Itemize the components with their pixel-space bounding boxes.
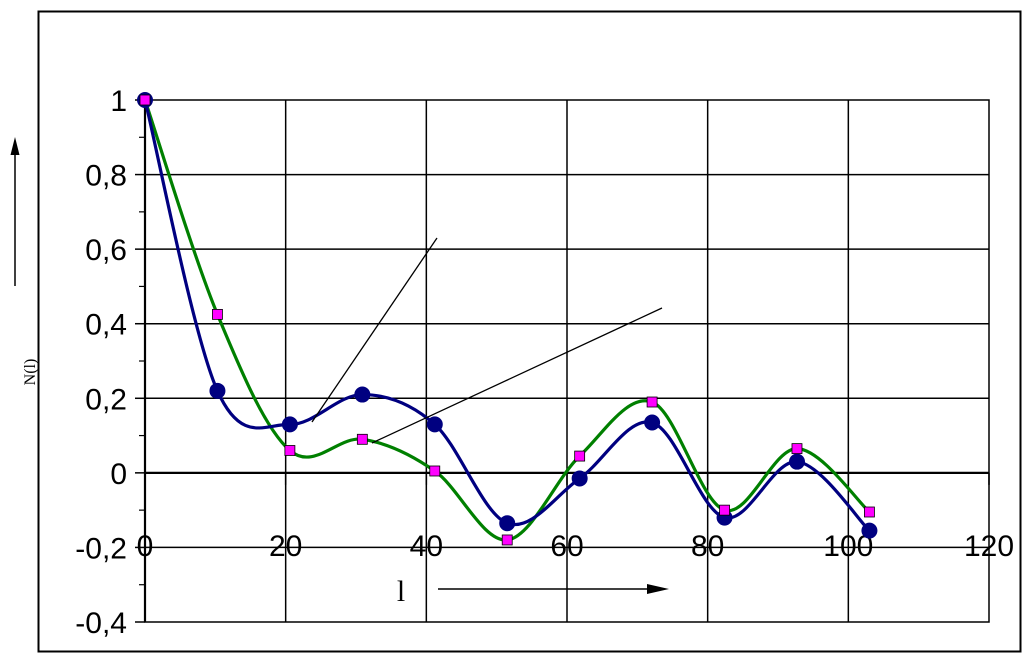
y-tick-label: -0,4 [75,607,127,640]
data-point-series-2 [719,504,730,516]
x-tick-label: 20 [269,530,302,563]
x-tick-label: 120 [964,530,1014,563]
data-point-series-2 [791,443,803,455]
data-point-series-2 [646,396,658,408]
series-line-1 [143,99,871,532]
annotation-line-1 [311,237,438,423]
data-point-series-2 [212,308,223,320]
data-point-series-1 [788,453,805,470]
data-point-series-1 [499,515,516,532]
y-tick-label: 1 [110,85,127,118]
data-point-series-1 [281,416,298,433]
data-point-series-2 [429,465,441,477]
y-tick-labels: -0,4 -0,2 0 0,2 0,4 0,6 0,8 1 [75,85,127,640]
gridlines [144,99,990,623]
data-point-series-1 [354,386,371,403]
x-axis-arrow-head [647,584,669,594]
data-point-series-1 [571,470,588,487]
annotation-leaders [311,237,663,444]
y-tick-label: 0 [110,458,127,491]
y-axis-title: N(l) [22,359,39,386]
x-tick-label: 40 [410,530,443,563]
data-point-series-1 [209,382,226,399]
x-tick-label: 80 [691,530,724,563]
y-tick-label: 0,2 [85,383,127,416]
series-line-2 [143,99,871,542]
x-tick-label: 60 [550,530,583,563]
y-axis-arrow-head [10,137,20,155]
series [137,92,878,546]
data-point-series-2 [139,94,151,106]
y-tick-label: 0,4 [85,309,127,342]
outer-frame [37,10,1022,653]
y-axis-title-group: N(l) [10,137,39,386]
data-point-series-1 [426,416,443,433]
x-tick-labels: 0 20 40 60 80 100 120 [137,530,1014,563]
x-tick-label: 0 [137,530,154,563]
data-point-series-2 [284,445,296,456]
x-axis-title-group: l [397,575,669,608]
data-point-series-2 [574,450,586,462]
data-point-series-1 [861,522,878,539]
annotation-line-2 [371,307,663,444]
data-point-series-2 [356,433,368,445]
data-point-series-2 [864,506,875,518]
data-point-series-2 [501,534,513,546]
data-point-series-1 [644,414,661,431]
y-tick-label: 0,6 [85,234,127,267]
y-tick-label: 0,8 [85,160,127,193]
x-axis-title: l [397,575,405,608]
y-tick-label: -0,2 [75,532,127,565]
